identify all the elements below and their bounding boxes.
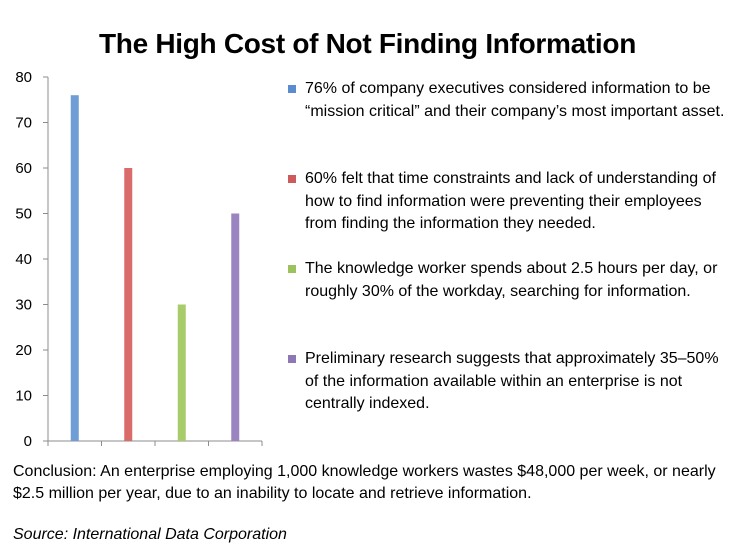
legend-text: 76% of company executives considered inf… (305, 80, 725, 120)
y-tick-label: 20 (15, 342, 32, 359)
legend-item: Preliminary research suggests that appro… (288, 348, 728, 416)
y-tick-label: 80 (15, 69, 32, 86)
legend-swatch-green (288, 265, 296, 273)
y-tick-label: 0 (24, 433, 32, 450)
bar (177, 304, 186, 441)
legend-swatch-blue (288, 85, 296, 93)
y-tick-label: 70 (15, 115, 32, 132)
bar (231, 213, 240, 441)
page-title: The High Cost of Not Finding Information (98, 28, 637, 59)
legend-item: 60% felt that time constraints and lack … (288, 168, 728, 258)
y-tick-label: 60 (15, 160, 32, 177)
y-tick-label: 40 (15, 251, 32, 268)
bar (124, 168, 133, 441)
legend-swatch-purple (288, 355, 296, 363)
legend-text: Preliminary research suggests that appro… (305, 350, 719, 412)
legend-item: The knowledge worker spends about 2.5 ho… (288, 258, 728, 348)
chart-legend: 76% of company executives considered inf… (288, 78, 728, 416)
y-tick-label: 30 (15, 297, 32, 314)
source-citation: Source: International Data Corporation (13, 526, 287, 543)
y-tick-label: 50 (15, 206, 32, 223)
legend-text: 60% felt that time constraints and lack … (305, 170, 716, 232)
bar (70, 95, 79, 441)
y-tick-label: 10 (15, 388, 32, 405)
legend-swatch-red (288, 175, 296, 183)
conclusion-text: Conclusion: An enterprise employing 1,00… (13, 463, 716, 502)
legend-text: The knowledge worker spends about 2.5 ho… (305, 260, 718, 300)
legend-item: 76% of company executives considered inf… (288, 78, 728, 168)
